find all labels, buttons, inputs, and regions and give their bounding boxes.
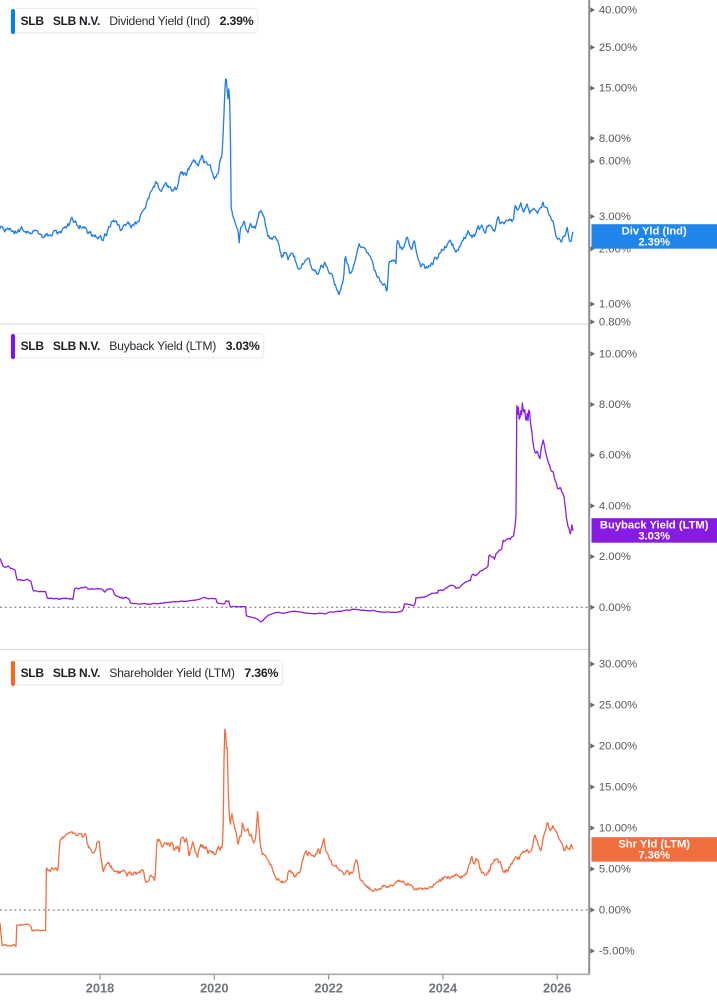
svg-text:6.00%: 6.00% [599,450,631,462]
svg-text:25.00%: 25.00% [599,42,637,54]
svg-text:2020: 2020 [200,981,228,996]
svg-text:2.00%: 2.00% [599,551,631,563]
svg-text:15.00%: 15.00% [599,782,637,794]
svg-text:5.00%: 5.00% [599,864,631,876]
svg-text:2022: 2022 [314,981,342,996]
svg-text:3.00%: 3.00% [599,211,631,223]
svg-text:2.39%: 2.39% [638,237,670,249]
svg-text:-5.00%: -5.00% [599,946,635,958]
svg-text:0.00%: 0.00% [599,905,631,917]
svg-text:8.00%: 8.00% [599,399,631,411]
svg-text:7.36%: 7.36% [638,850,670,862]
svg-text:0.80%: 0.80% [599,316,631,328]
svg-text:Div Yld (Ind): Div Yld (Ind) [622,226,687,238]
svg-text:0.00%: 0.00% [599,602,631,614]
svg-text:10.00%: 10.00% [599,823,637,835]
svg-text:30.00%: 30.00% [599,659,637,671]
svg-text:15.00%: 15.00% [599,83,637,95]
svg-text:3.03%: 3.03% [638,531,670,543]
svg-text:10.00%: 10.00% [599,348,637,360]
svg-text:25.00%: 25.00% [599,700,637,712]
svg-text:2018: 2018 [86,981,114,996]
svg-text:20.00%: 20.00% [599,741,637,753]
svg-text:Buyback Yield (LTM): Buyback Yield (LTM) [600,520,709,532]
svg-text:2024: 2024 [429,981,458,996]
svg-text:40.00%: 40.00% [599,5,637,17]
svg-text:Shr Yld (LTM): Shr Yld (LTM) [618,839,690,851]
svg-text:8.00%: 8.00% [599,133,631,145]
svg-text:2026: 2026 [543,981,571,996]
svg-text:4.00%: 4.00% [599,500,631,512]
svg-text:6.00%: 6.00% [599,156,631,168]
svg-text:1.00%: 1.00% [599,299,631,311]
